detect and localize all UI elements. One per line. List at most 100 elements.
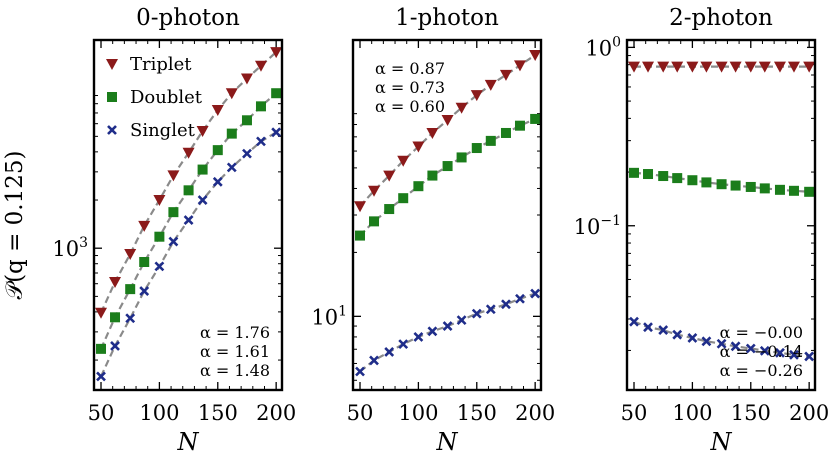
data-point-square xyxy=(514,120,525,131)
data-point-x xyxy=(629,316,639,327)
data-point-x xyxy=(96,371,106,382)
data-point-x xyxy=(125,313,136,324)
data-point-x xyxy=(369,355,379,366)
data-point-x xyxy=(789,349,799,360)
data-point-triangle xyxy=(95,307,108,319)
data-point-triangle xyxy=(354,201,367,213)
data-point-triangle xyxy=(196,125,209,137)
data-point-x xyxy=(139,286,150,296)
data-point-x xyxy=(775,347,785,358)
legend-label: Singlet xyxy=(130,120,196,141)
data-point-triangle xyxy=(628,61,641,73)
data-point-x xyxy=(701,336,712,347)
data-point-triangle xyxy=(254,60,267,72)
data-point-square xyxy=(241,115,252,126)
data-point-square xyxy=(687,175,698,186)
alpha-annotation: α = 0.60 xyxy=(375,97,445,116)
data-point-triangle xyxy=(455,102,468,114)
data-point-x xyxy=(168,236,179,247)
data-point-triangle xyxy=(700,61,713,73)
data-point-square xyxy=(500,127,511,138)
panel-1-photon: 1-photon N 50 100 150 200 101 α = 0.87α = 0.7… xyxy=(311,5,555,456)
data-point-square xyxy=(398,193,409,204)
data-point-square xyxy=(255,101,266,112)
data-point-triangle xyxy=(484,79,497,91)
data-point-square xyxy=(154,231,165,242)
data-point-x xyxy=(730,341,741,352)
y-tick-label: 101 xyxy=(311,303,347,329)
data-point-square xyxy=(759,183,770,194)
data-point-x xyxy=(471,308,482,319)
data-point-triangle xyxy=(397,155,410,167)
data-point-triangle xyxy=(167,170,180,182)
data-point-x xyxy=(530,288,541,299)
x-tick-label: 100 xyxy=(672,401,712,425)
alpha-annotation: α = −0.00 xyxy=(720,323,803,342)
data-point-x xyxy=(107,125,117,135)
data-point-x xyxy=(643,322,653,333)
data-point-square xyxy=(730,180,741,191)
data-point-x xyxy=(197,195,208,205)
data-point-x xyxy=(413,332,424,342)
data-point-triangle xyxy=(758,61,771,73)
alpha-annotation: α = 0.73 xyxy=(375,78,445,97)
data-point-x xyxy=(804,351,815,362)
data-point-triangle xyxy=(657,61,670,73)
data-point-triangle xyxy=(211,105,224,117)
data-point-square xyxy=(355,230,366,241)
data-point-square xyxy=(442,161,453,172)
panel-title: 0-photon xyxy=(136,5,240,31)
data-point-x xyxy=(456,315,467,326)
data-point-square xyxy=(658,171,669,182)
alpha-annotation: α = 1.61 xyxy=(200,342,270,361)
data-point-square xyxy=(456,152,467,163)
data-point-triangle xyxy=(642,61,655,73)
data-point-square xyxy=(107,92,117,102)
x-tick-label: 200 xyxy=(256,401,296,425)
data-point-x xyxy=(271,127,282,138)
x-tick-label: 150 xyxy=(198,401,238,425)
data-point-triangle xyxy=(412,141,425,153)
data-point-triangle xyxy=(441,115,454,127)
x-axis-label: N xyxy=(436,428,459,456)
data-point-triangle xyxy=(686,61,699,73)
data-point-triangle xyxy=(138,220,151,232)
alpha-annotation: α = 1.76 xyxy=(200,323,270,342)
data-point-square xyxy=(139,256,150,267)
data-point-square xyxy=(643,169,654,180)
x-axis-label: N xyxy=(177,428,200,456)
data-point-square xyxy=(271,88,282,99)
data-point-x xyxy=(515,293,525,304)
axes-frame xyxy=(351,38,543,392)
data-point-triangle xyxy=(426,127,439,139)
data-point-square xyxy=(125,284,136,295)
data-point-x xyxy=(658,325,669,336)
legend-label: Doublet xyxy=(130,87,203,108)
data-point-x xyxy=(384,346,395,357)
data-point-square xyxy=(745,181,756,192)
data-point-square xyxy=(427,170,438,181)
data-point-square xyxy=(212,145,223,156)
data-point-x xyxy=(485,304,496,315)
data-point-square xyxy=(168,207,179,218)
data-point-triangle xyxy=(270,47,283,59)
x-tick-label: 150 xyxy=(731,401,771,425)
data-point-x xyxy=(110,341,120,351)
data-point-triangle xyxy=(106,59,118,70)
data-point-x xyxy=(427,326,438,337)
data-point-x xyxy=(256,136,266,147)
y-axis-label: 𝒫(q = 0.125) xyxy=(2,151,28,300)
data-point-triangle xyxy=(529,49,542,61)
data-point-x xyxy=(672,329,683,340)
axes-frame xyxy=(92,38,284,392)
panel-title: 1-photon xyxy=(395,5,499,31)
data-point-square xyxy=(672,173,683,184)
data-point-triangle xyxy=(729,61,742,73)
x-tick-label: 100 xyxy=(398,401,438,425)
data-point-square xyxy=(183,185,194,196)
alpha-annotation: α = −0.26 xyxy=(720,361,803,380)
data-point-triangle xyxy=(744,61,757,73)
data-point-square xyxy=(530,113,541,124)
